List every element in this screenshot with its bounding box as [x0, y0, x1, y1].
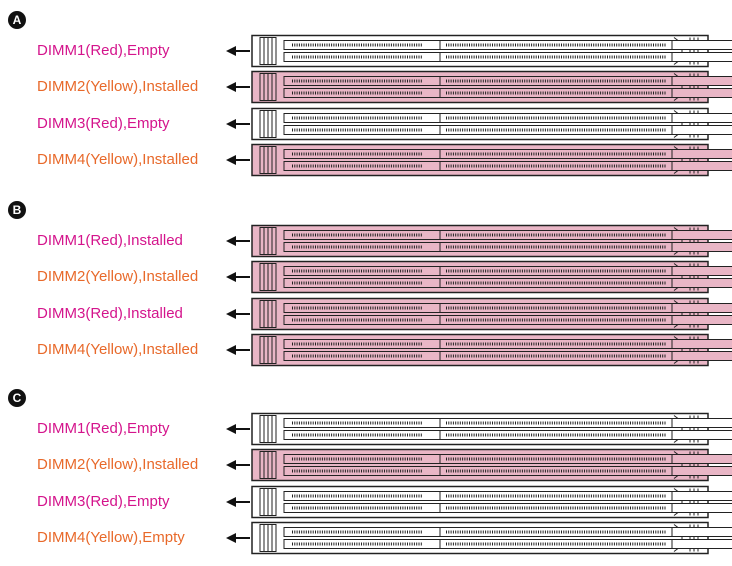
- slot-channel: [439, 40, 673, 50]
- badge-letter: C: [13, 391, 22, 405]
- slot-label: DIMM3(Red),Installed: [37, 305, 183, 322]
- slot-channel: [439, 351, 673, 361]
- arrow-head: [226, 236, 236, 246]
- slot-label: DIMM3(Red),Empty: [37, 115, 170, 132]
- badge-letter: B: [13, 203, 22, 217]
- slot-channel: [439, 503, 673, 513]
- slot-label: DIMM1(Red),Installed: [37, 232, 183, 249]
- arrow-head: [226, 309, 236, 319]
- slot-channel: [439, 149, 673, 159]
- slot-channel: [439, 303, 673, 313]
- slot-label: DIMM4(Yellow),Installed: [37, 151, 198, 168]
- slot-channel: [439, 242, 673, 252]
- slot-channel: [439, 76, 673, 86]
- arrow-head: [226, 424, 236, 434]
- slot-group: C DIMM1(Red),Empty DIMM2(Yellow),Installed…: [8, 389, 732, 555]
- slot-channel: [439, 454, 673, 464]
- slot-group: A DIMM1(Red),Empty DIMM2(Yellow),Installed…: [8, 11, 732, 177]
- slot-channel: [439, 491, 673, 501]
- slot-label: DIMM2(Yellow),Installed: [37, 268, 198, 285]
- badge: [8, 389, 26, 407]
- slot-channel: [439, 52, 673, 62]
- slot-channel: [439, 266, 673, 276]
- arrow-head: [226, 82, 236, 92]
- slot-channel: [439, 466, 673, 476]
- arrow-head: [226, 119, 236, 129]
- arrow-head: [226, 155, 236, 165]
- slot-label: DIMM1(Red),Empty: [37, 420, 170, 437]
- slot-channel: [439, 539, 673, 549]
- slot-channel: [439, 339, 673, 349]
- badge: [8, 201, 26, 219]
- arrow-head: [226, 533, 236, 543]
- slot-channel: [439, 88, 673, 98]
- badge-letter: A: [13, 13, 22, 27]
- arrow-head: [226, 345, 236, 355]
- slot-channel: [439, 430, 673, 440]
- slot-label: DIMM2(Yellow),Installed: [37, 456, 198, 473]
- slot-label: DIMM4(Yellow),Empty: [37, 529, 185, 546]
- slot-channel: [439, 230, 673, 240]
- slot-channel: [439, 161, 673, 171]
- slot-channel: [439, 125, 673, 135]
- slot-label: DIMM2(Yellow),Installed: [37, 78, 198, 95]
- slot-label: DIMM3(Red),Empty: [37, 493, 170, 510]
- badge: [8, 11, 26, 29]
- slot-channel: [439, 315, 673, 325]
- slot-group: B DIMM1(Red),Installed DIMM2(Yellow),Insta…: [8, 201, 732, 367]
- arrow-head: [226, 460, 236, 470]
- arrow-head: [226, 497, 236, 507]
- slot-label: DIMM1(Red),Empty: [37, 42, 170, 59]
- slot-label: DIMM4(Yellow),Installed: [37, 341, 198, 358]
- arrow-head: [226, 272, 236, 282]
- slot-channel: [439, 527, 673, 537]
- slot-channel: [439, 278, 673, 288]
- slot-channel: [439, 418, 673, 428]
- arrow-head: [226, 46, 236, 56]
- slot-channel: [439, 113, 673, 123]
